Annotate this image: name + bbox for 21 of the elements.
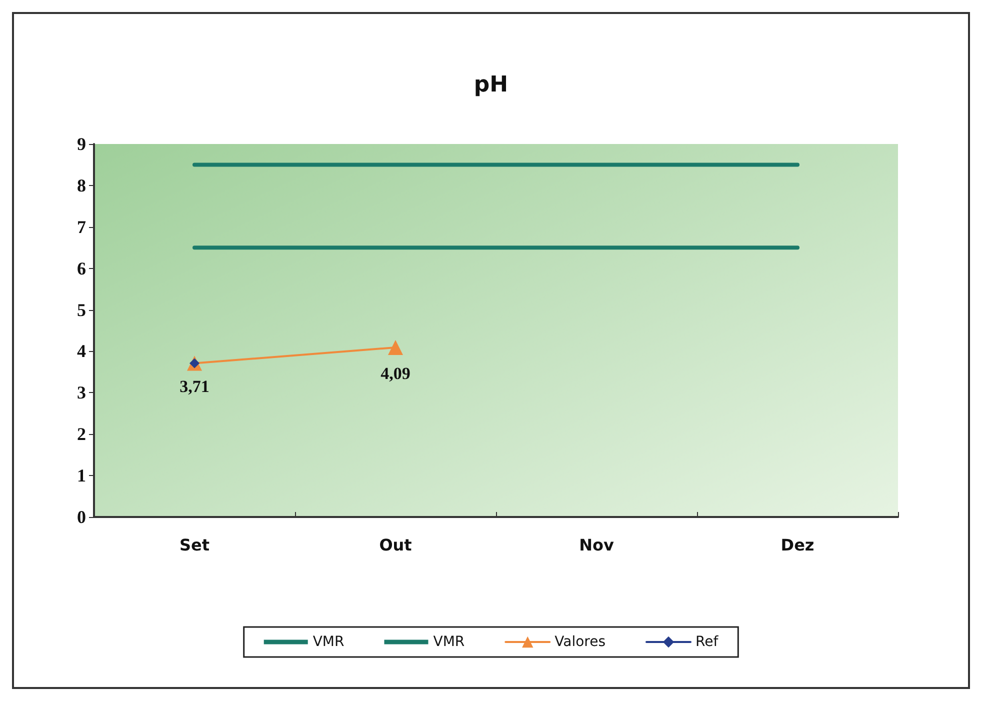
y-tick-label: 8 [77,175,86,196]
y-tick-label: 7 [77,216,86,237]
y-tick-label: 5 [77,300,86,320]
y-tick-label: 3 [77,382,86,403]
y-tick-label: 2 [77,424,86,444]
y-tick-label: 6 [77,258,86,278]
chart-title: pH [474,72,508,98]
x-tick-label: Out [379,536,412,554]
data-label: 3,71 [180,377,210,396]
legend-label: Ref [696,634,720,650]
legend-label: VMR [433,634,465,650]
y-tick-label: 1 [77,466,86,486]
y-tick-label: 4 [77,341,86,362]
y-tick-label: 0 [77,507,86,527]
data-label: 4,09 [380,364,410,383]
legend-label: VMR [312,634,345,650]
x-tick-label: Nov [579,536,614,554]
x-tick-label: Dez [780,536,814,554]
x-tick-label: Set [179,536,210,554]
y-tick-label: 9 [77,134,86,154]
legend-label: Valores [554,634,606,650]
